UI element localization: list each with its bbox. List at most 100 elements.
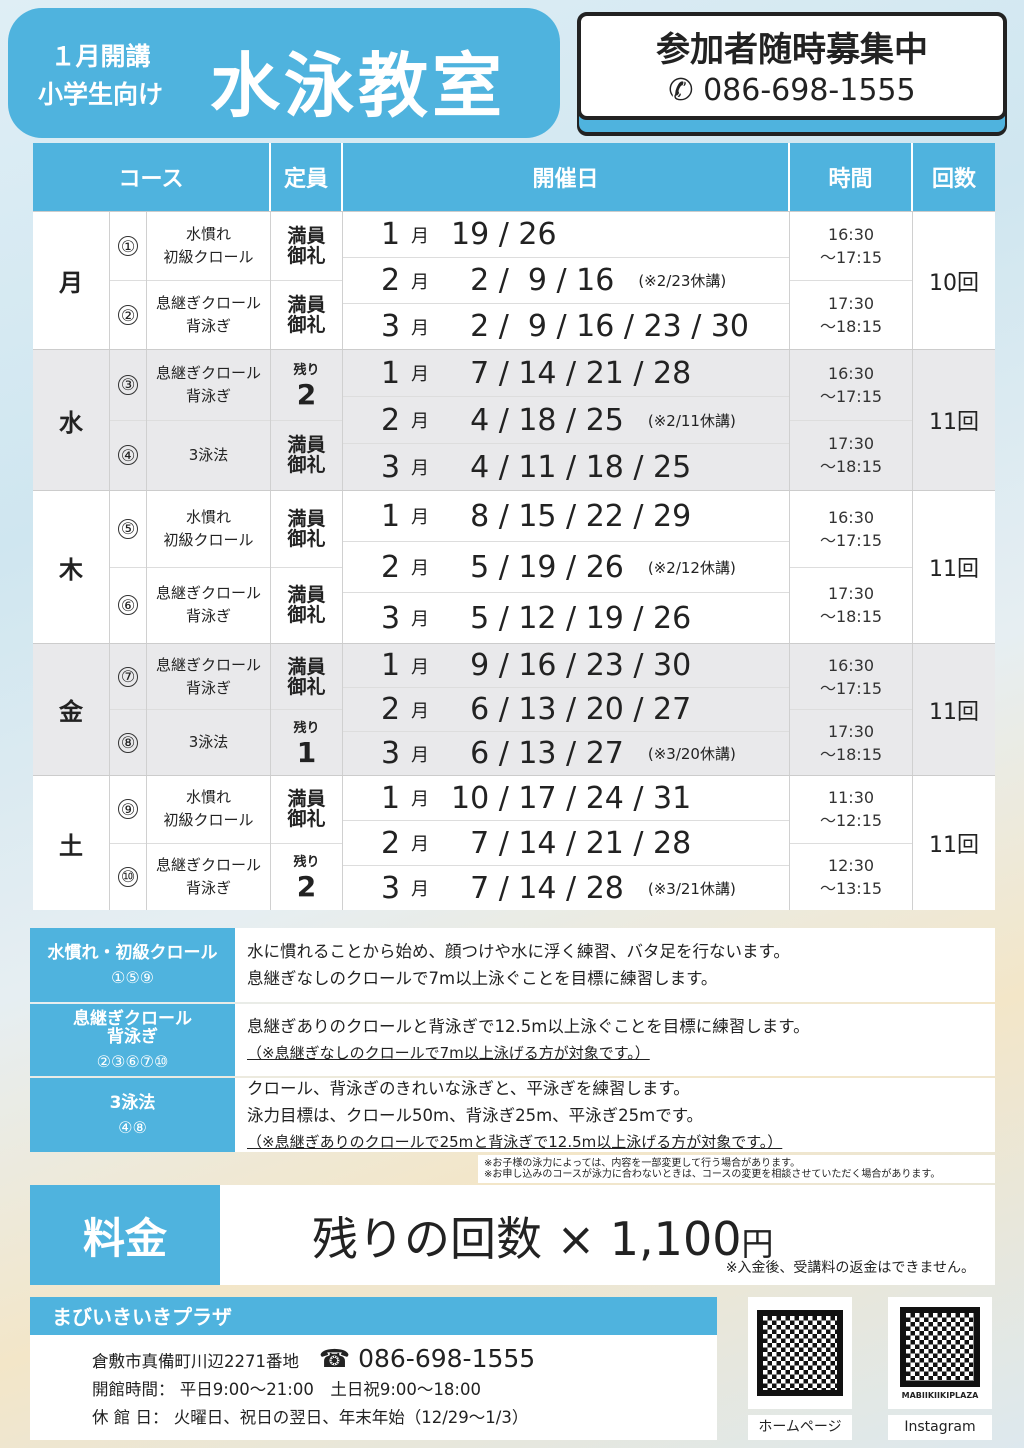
schedule-table: コース 定員 開催日 時間 回数 月 ① ② 水慣れ 初級クロール 息継ぎクロール … [33, 143, 995, 910]
homepage-qr-code[interactable] [748, 1297, 852, 1409]
course-numbers: ②③⑥⑦⑩ [96, 1051, 169, 1071]
description-text: 水に慣れることから始め、顔つけや水に浮く練習、バタ足を行ないます。 息継ぎなしのク… [235, 928, 995, 1002]
time-cell: 17:30 ～18:15 [790, 421, 912, 491]
lesson-count: 11回 [929, 410, 979, 435]
month-number: 1 [381, 498, 401, 534]
page-title: 水泳教室 [210, 45, 506, 127]
description-row: 水慣れ・初級クロール ①⑤⑨ 水に慣れることから始め、顔つけや水に浮く練習、バタ足… [30, 928, 995, 1002]
course-number: ① [118, 236, 138, 256]
course-num-cell: ⑥ [110, 568, 146, 644]
count-cell: 11回 [913, 491, 995, 643]
full-badge: 満員 御礼 [287, 507, 326, 550]
month-unit: 月 [411, 411, 429, 432]
course-numbers: ④⑧ [118, 1117, 147, 1137]
course-number: ⑥ [118, 595, 138, 616]
course-num-cell: ① [110, 212, 146, 281]
description-line: 水に慣れることから始め、顔つけや水に浮く練習、バタ足を行ないます。 [247, 942, 790, 961]
month-unit: 月 [411, 225, 429, 247]
note-line: ※お申し込みのコースが泳力に合わないときは、コースの変更を相談させていただく場合… [484, 1169, 941, 1180]
full-badge: 満員 御礼 [287, 294, 326, 336]
open-month: １月開講 [50, 42, 151, 71]
count-cell: 10回 [913, 212, 995, 349]
description-note: （※息継ぎなしのクロールで7m以上泳げる方が対象です。） [247, 1044, 650, 1062]
description-line: 泳力目標は、クロール50m、背泳ぎ25m、平泳ぎ25mです。 [247, 1105, 704, 1125]
course-type: 水慣れ・初級クロール [47, 942, 218, 963]
count-cell: 11回 [913, 776, 995, 910]
course-name: 水慣れ 初級クロール [163, 507, 254, 549]
recruit-phone[interactable]: ✆ 086-698-1555 [581, 73, 1003, 108]
month-number: 1 [381, 355, 401, 391]
course-name-cell: 水慣れ 初級クロール [147, 776, 270, 844]
time-cell: 16:30 ～17:15 [790, 491, 912, 568]
dates: 7 / 14 / 28 [451, 870, 624, 906]
cancel-note: (※2/12休講) [647, 558, 736, 577]
remaining-label: 残り [293, 362, 320, 378]
time-cell: 16:30 ～17:15 [790, 644, 912, 710]
month-number: 1 [381, 780, 401, 816]
facility-address: 倉敷市真備町川辺2271番地 [92, 1352, 299, 1371]
price-note: ※入金後、受講料の返金はできません。 [725, 1260, 975, 1276]
time-cell: 17:30 ～18:15 [790, 281, 912, 349]
day-label: 金 [59, 698, 83, 726]
course-name: 息継ぎクロール 背泳ぎ [155, 655, 261, 697]
count-cell: 11回 [913, 644, 995, 775]
month-number: 3 [381, 449, 401, 485]
course-numbers: ①⑤⑨ [110, 967, 155, 987]
time-cell: 16:30 ～17:15 [790, 350, 912, 421]
course-num-cell: ③ [110, 350, 146, 421]
course-name-cell: 息継ぎクロール 背泳ぎ [147, 350, 270, 421]
facility-phone-number: 086-698-1555 [358, 1344, 536, 1373]
facility-phone[interactable]: ☎ 086-698-1555 [319, 1344, 535, 1373]
course-name-cell: 息継ぎクロール 背泳ぎ [147, 644, 270, 710]
instagram-qr-code[interactable]: MABIIKIIKIPLAZA [888, 1297, 992, 1409]
phone-icon: ✆ [668, 73, 694, 108]
count-cell: 11回 [913, 350, 995, 490]
course-descriptions: 水慣れ・初級クロール ①⑤⑨ 水に慣れることから始め、顔つけや水に浮く練習、バタ足… [30, 928, 995, 1154]
course-number: ③ [118, 374, 138, 395]
month-unit: 月 [411, 271, 429, 293]
description-text: クロール、背泳ぎのきれいな泳ぎと、平泳ぎを練習します。 泳力目標は、クロール50m… [235, 1078, 995, 1152]
course-name: 3泳法 [188, 733, 229, 751]
course-name: 息継ぎクロール 背泳ぎ [155, 294, 261, 335]
time-range: 16:30 ～17:15 [819, 225, 883, 267]
month-number: 3 [381, 736, 401, 771]
time-range: 16:30 ～17:15 [819, 507, 883, 550]
description-course: 3泳法 ④⑧ [30, 1078, 235, 1152]
time-cell: 16:30 ～17:15 [790, 212, 912, 281]
month-unit: 月 [411, 834, 429, 855]
time-range: 11:30 ～12:15 [819, 788, 883, 831]
lesson-count: 11回 [929, 557, 979, 582]
facility-hours: 開館時間： 平日9:00～21:00 土日祝9:00～18:00 [92, 1380, 481, 1399]
course-num-cell: ⑨ [110, 776, 146, 844]
month-unit: 月 [411, 507, 429, 528]
course-num-cell: ② [110, 281, 146, 349]
dates: 4 / 11 / 18 / 25 [451, 449, 692, 485]
dates: 7 / 14 / 21 / 28 [451, 825, 692, 861]
course-name: 息継ぎクロール 背泳ぎ [155, 855, 261, 897]
day-cell: 土 [33, 776, 110, 910]
course-name: 息継ぎクロール 背泳ぎ [155, 584, 261, 626]
price-body: 残りの回数 × 1,100円 ※入金後、受講料の返金はできません。 [220, 1185, 995, 1285]
time-range: 17:30 ～18:15 [819, 721, 883, 764]
cancel-note: (※2/23休講) [638, 272, 727, 290]
month-unit: 月 [411, 879, 429, 900]
month-number: 3 [381, 600, 401, 636]
dates: 10 / 17 / 24 / 31 [451, 780, 692, 816]
lesson-count: 10回 [929, 270, 979, 296]
day-label: 土 [59, 831, 83, 860]
course-type: 息継ぎクロール 背泳ぎ [73, 1008, 192, 1047]
dates: 4 / 18 / 25 [451, 402, 624, 438]
capacity-cell: 満員 御礼 [271, 491, 342, 568]
description-line: 息継ぎありのクロールと背泳ぎで12.5m以上泳ぐことを目標に練習します。 [247, 1017, 810, 1036]
description-note: （※息継ぎありのクロールで25mと背泳ぎで12.5m以上泳げる方が対象です。） [247, 1132, 783, 1151]
dates: 7 / 14 / 21 / 28 [451, 355, 692, 391]
course-number: ⑤ [118, 518, 138, 539]
lesson-count: 11回 [929, 833, 979, 858]
